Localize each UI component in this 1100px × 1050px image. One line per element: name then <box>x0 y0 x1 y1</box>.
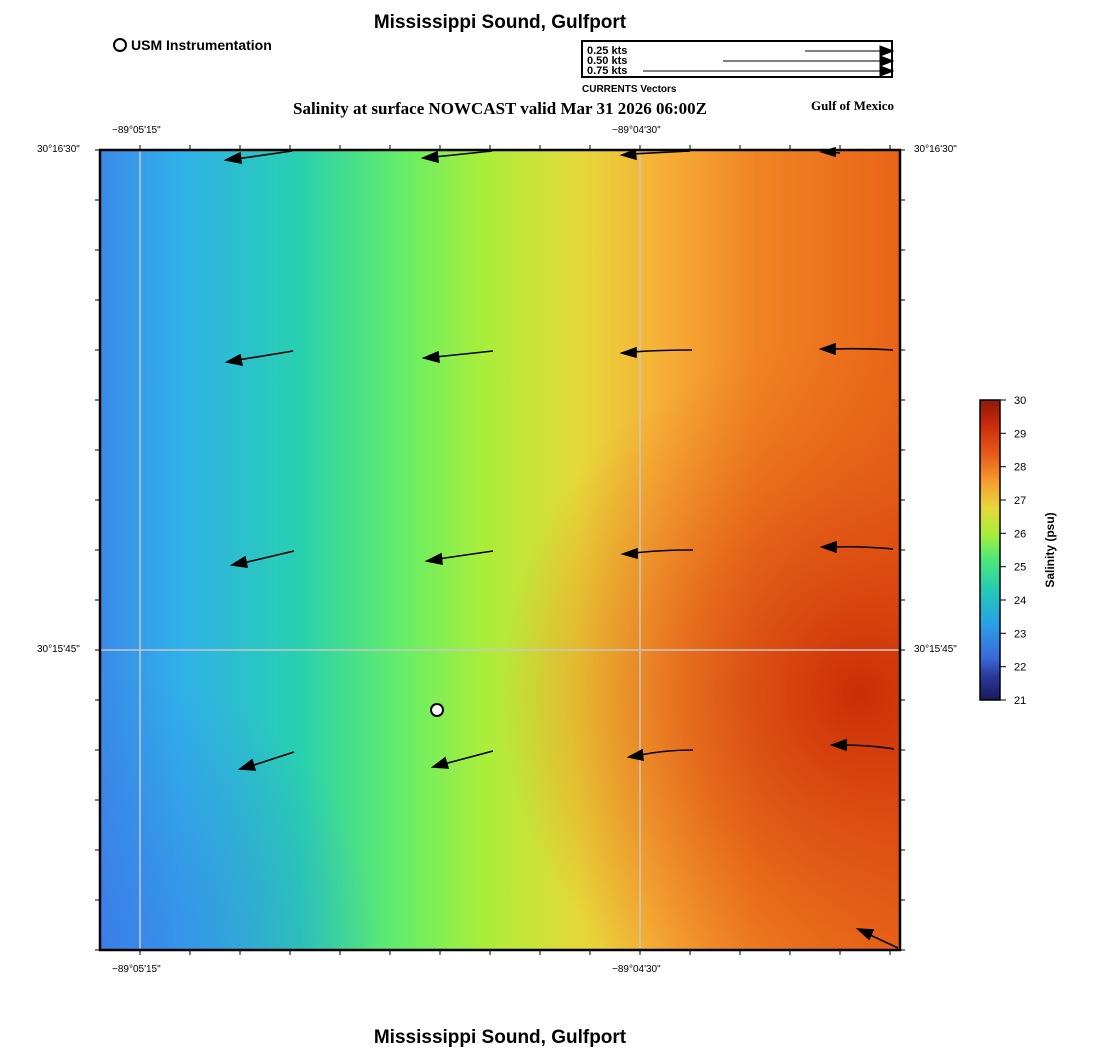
vector-legend-box: 0.25 kts 0.50 kts 0.75 kts <box>581 40 895 78</box>
colorbar-fill <box>979 399 1001 701</box>
current-vector-head <box>229 555 249 568</box>
current-vector-head <box>424 552 443 565</box>
x-tick-bottom-1: −89°05'15" <box>112 964 161 975</box>
current-vector <box>832 545 894 550</box>
current-vector <box>437 550 494 560</box>
current-vector-head <box>829 738 847 752</box>
current-vector <box>443 750 494 765</box>
station-legend-label: USM Instrumentation <box>131 37 272 53</box>
current-vector <box>242 550 295 564</box>
station-marker-icon <box>113 38 127 52</box>
colorbar-tick: 28 <box>1014 462 1026 474</box>
vector-legend-caption: CURRENTS Vectors <box>582 84 677 95</box>
current-vector-head <box>420 150 439 164</box>
current-vector <box>831 347 894 351</box>
graticule <box>100 150 900 950</box>
current-vector <box>867 933 899 949</box>
current-vector <box>842 744 895 750</box>
current-vector <box>633 549 694 554</box>
current-vector-head <box>819 146 836 158</box>
vector-legend-row-1: 0.25 kts <box>587 45 628 57</box>
current-vector-head <box>430 756 450 769</box>
vector-legend-arrows <box>643 45 895 77</box>
y-tick-left-2: 30°15'45" <box>37 644 80 655</box>
usm-instrumentation-marker[interactable] <box>430 703 444 717</box>
current-vector <box>235 150 293 160</box>
current-vector-head <box>855 928 875 941</box>
colorbar-tick: 30 <box>1014 395 1026 407</box>
colorbar-tick: 27 <box>1014 495 1026 507</box>
colorbar-tick: 24 <box>1014 595 1026 607</box>
vector-legend-row-3: 0.75 kts <box>587 65 628 77</box>
frame-ticks <box>95 145 905 955</box>
colorbar-tick: 25 <box>1014 562 1026 574</box>
current-vector-head <box>620 547 638 560</box>
current-vector-head <box>818 342 836 356</box>
current-vector <box>631 150 691 155</box>
current-vector <box>639 749 694 756</box>
current-vector <box>250 751 295 767</box>
current-vector-head <box>223 151 242 164</box>
current-vector <box>434 350 494 358</box>
station-legend: USM Instrumentation <box>113 37 272 53</box>
x-tick-top-2: −89°04'30" <box>612 125 661 136</box>
current-vectors <box>223 146 899 949</box>
current-vector-head <box>421 350 440 364</box>
current-vector <box>433 150 493 158</box>
y-tick-right-2: 30°15'45" <box>914 644 957 655</box>
map-title: Mississippi Sound, Gulfport <box>373 12 627 33</box>
vector-legend-row-2: 0.50 kts <box>587 55 628 67</box>
colorbar-tick: 22 <box>1014 662 1026 674</box>
salinity-colorbar: 30 29 28 27 26 25 24 23 22 21 Salinity (… <box>979 395 1057 707</box>
map-subtitle: Salinity at surface NOWCAST valid Mar 31… <box>293 99 707 118</box>
current-vector-head <box>619 148 637 161</box>
current-vector-head <box>237 758 257 771</box>
x-tick-bottom-2: −89°04'30" <box>612 964 661 975</box>
region-label: Gulf of Mexico <box>811 98 895 113</box>
current-vector-head <box>626 748 644 762</box>
y-tick-left-1: 30°16'30" <box>37 144 80 155</box>
colorbar-tick: 21 <box>1014 695 1026 707</box>
y-tick-right-1: 30°16'30" <box>914 144 957 155</box>
colorbar-tick: 26 <box>1014 528 1026 540</box>
colorbar-tick: 23 <box>1014 628 1026 640</box>
current-vector-head <box>819 540 837 554</box>
footer-title: Mississippi Sound, Gulfport <box>373 1027 627 1048</box>
current-vector-head <box>619 346 637 359</box>
current-vector-head <box>224 353 244 367</box>
colorbar-tick: 29 <box>1014 428 1026 440</box>
x-tick-top-1: −89°05'15" <box>112 125 161 136</box>
colorbar-label: Salinity (psu) <box>1043 512 1057 587</box>
current-vector <box>632 349 693 353</box>
salinity-field <box>100 150 900 950</box>
current-vector <box>237 350 294 361</box>
